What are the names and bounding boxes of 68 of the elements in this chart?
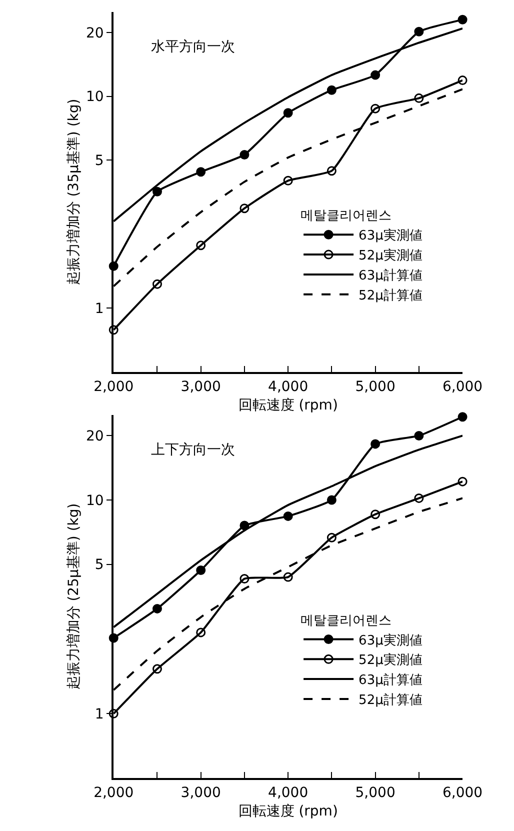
y-tick-label: 5 <box>94 557 104 574</box>
point <box>108 708 118 718</box>
legend-label: 63μ計算値 <box>358 268 422 284</box>
point <box>458 412 468 422</box>
point <box>152 604 162 614</box>
point <box>240 574 250 584</box>
x-tick-label: 4,000 <box>268 378 308 395</box>
legend-label: 52μ計算値 <box>358 288 422 304</box>
point <box>283 108 293 118</box>
point <box>283 176 293 186</box>
point <box>196 566 206 576</box>
point <box>370 104 380 114</box>
legend-title: 메탈클리어렌스 <box>300 208 392 224</box>
x-tick-label: 3,000 <box>180 784 221 801</box>
point <box>196 240 206 250</box>
point <box>326 532 336 542</box>
legend-label: 52μ計算値 <box>358 693 422 708</box>
y-tick-label: 1 <box>94 706 104 723</box>
x-axis-title: 回転速度 (rpm) <box>238 398 338 414</box>
x-tick-label: 3,000 <box>180 378 221 395</box>
legend-label: 52μ実測値 <box>358 248 422 264</box>
point <box>414 493 424 503</box>
y-tick-label: 20 <box>86 428 104 445</box>
point <box>414 430 424 440</box>
point <box>326 85 336 95</box>
y-axis-title: 起振力増加分 (35μ基準) (kg) <box>65 98 82 286</box>
point <box>370 70 380 80</box>
legend-label: 63μ実測値 <box>358 228 422 244</box>
legend-label: 63μ実測値 <box>358 632 422 648</box>
y-tick-label: 10 <box>86 89 104 106</box>
point <box>326 166 336 176</box>
point <box>458 76 468 86</box>
point <box>370 510 380 520</box>
text: 上下方向一次 <box>151 442 235 458</box>
x-tick-label: 5,000 <box>355 784 396 801</box>
legend-label: 52μ実測値 <box>358 652 422 668</box>
point <box>283 572 293 582</box>
point <box>240 204 250 214</box>
point <box>196 628 206 638</box>
point <box>196 167 206 177</box>
point <box>370 439 380 449</box>
y-axis-title: 起振力増加分 (25μ基準) (kg) <box>65 503 82 690</box>
point <box>152 186 162 196</box>
legend-title: 메탈클리어렌스 <box>300 613 392 628</box>
x-tick-label: 2,000 <box>94 378 134 395</box>
y-tick-label: 1 <box>94 301 104 318</box>
x-tick-label: 2,000 <box>94 784 134 801</box>
point <box>240 520 250 530</box>
x-tick-label: 5,000 <box>355 378 396 395</box>
text: 水平方向一次 <box>151 39 235 55</box>
x-tick-label: 6,000 <box>442 378 483 395</box>
point <box>240 150 250 160</box>
point <box>108 325 118 335</box>
point <box>458 476 468 486</box>
point <box>152 279 162 289</box>
point <box>152 664 162 674</box>
y-tick-label: 20 <box>86 25 104 42</box>
y-tick-label: 5 <box>94 153 104 170</box>
y-tick-label: 10 <box>86 492 104 509</box>
x-tick-label: 6,000 <box>442 784 483 801</box>
x-tick-label: 4,000 <box>268 784 308 801</box>
point <box>326 495 336 505</box>
point <box>283 511 293 521</box>
legend-label: 63μ計算値 <box>358 673 422 688</box>
point <box>414 93 424 103</box>
x-axis-title: 回転速度 (rpm) <box>238 804 338 820</box>
point <box>414 26 424 36</box>
point <box>458 14 468 24</box>
